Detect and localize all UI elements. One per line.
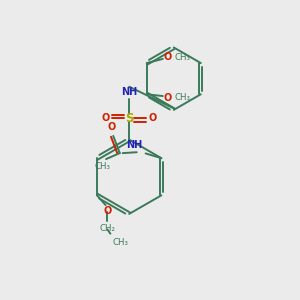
Text: CH₃: CH₃ [113,238,129,247]
Text: NH: NH [126,140,142,150]
Text: CH₃: CH₃ [94,162,110,171]
Text: CH₃: CH₃ [175,52,191,62]
Text: O: O [164,93,172,103]
Text: O: O [108,122,116,132]
Text: O: O [149,113,157,123]
Text: O: O [164,52,172,62]
Text: S: S [125,112,134,125]
Text: CH₂: CH₂ [99,224,116,233]
Text: CH₃: CH₃ [175,93,191,102]
Text: NH: NH [121,87,137,97]
Text: O: O [101,113,110,123]
Text: O: O [103,206,112,216]
